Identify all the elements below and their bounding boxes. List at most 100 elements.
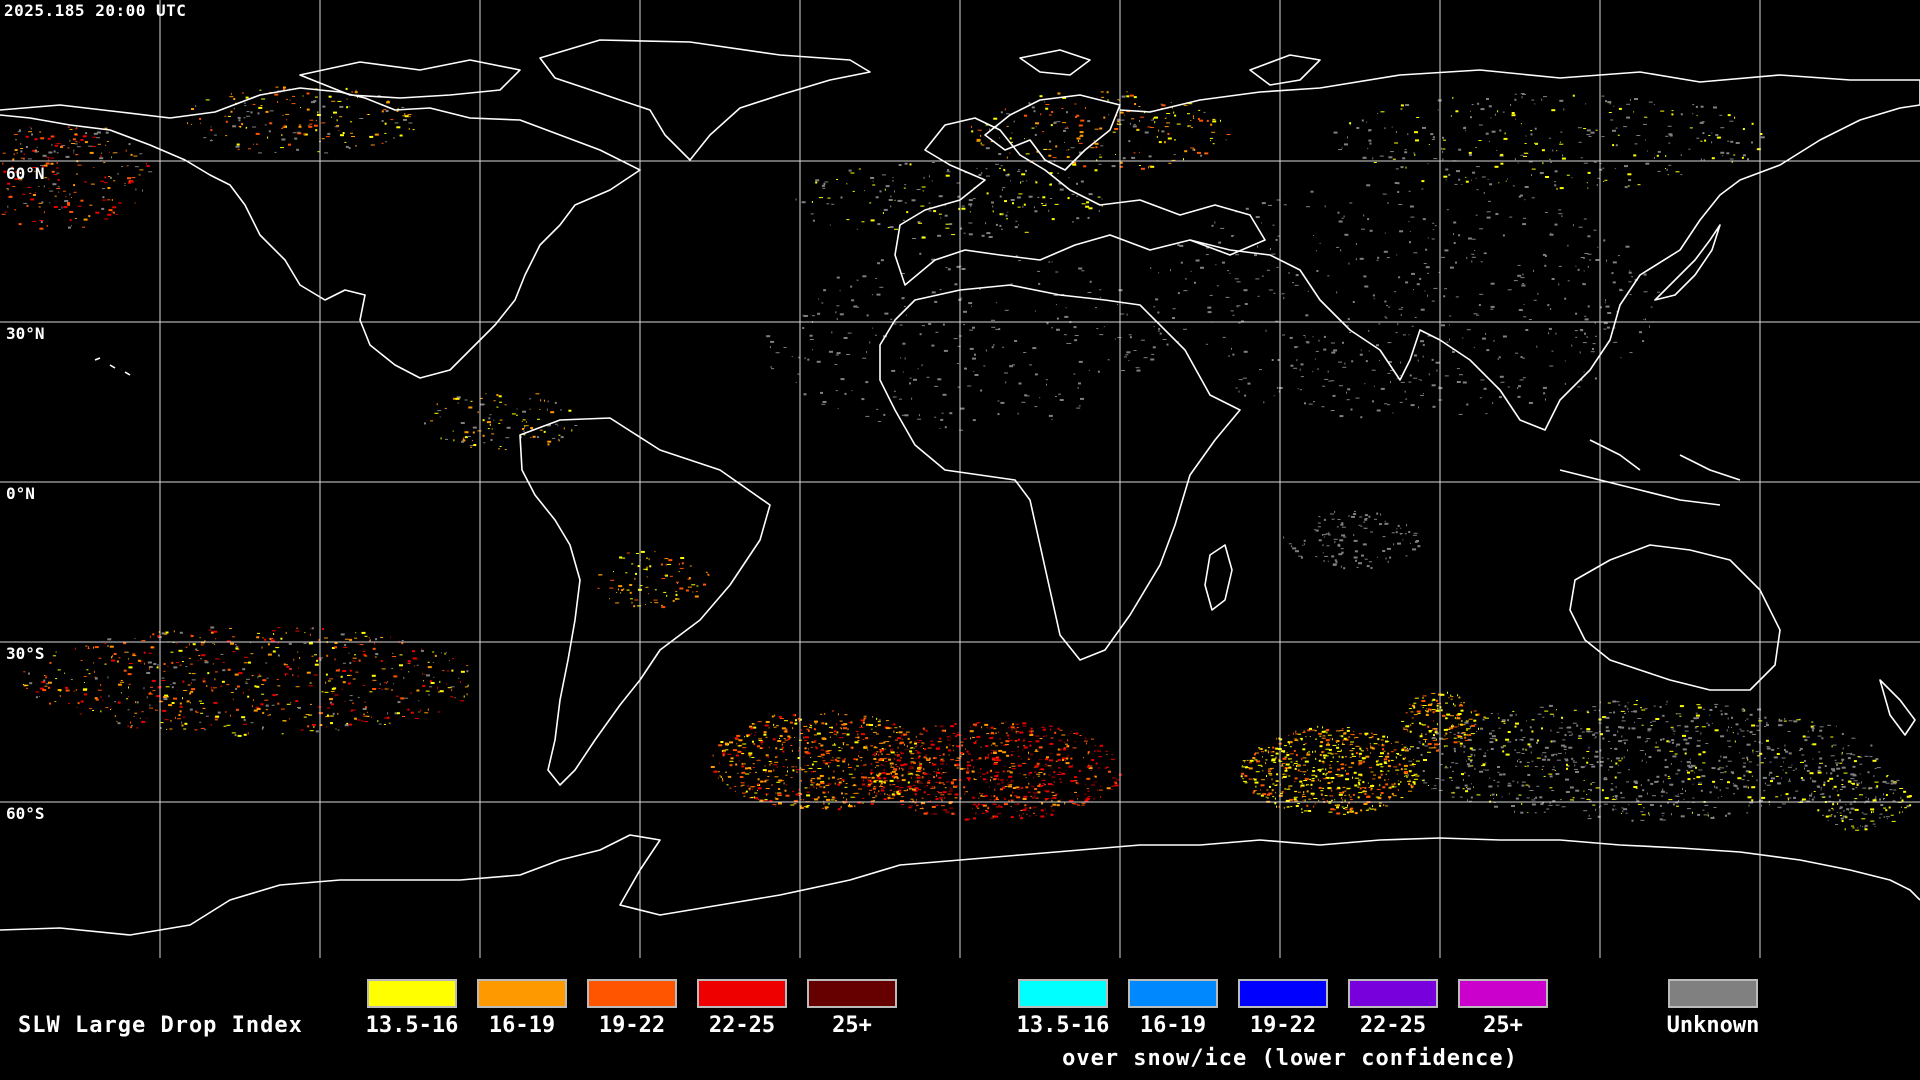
slw-pixel xyxy=(335,728,337,730)
slw-pixel xyxy=(252,103,256,105)
slw-pixel xyxy=(875,747,877,749)
slw-pixel xyxy=(1050,813,1054,816)
slw-pixel xyxy=(1274,803,1276,805)
slw-pixel xyxy=(1030,753,1033,756)
slw-pixel xyxy=(985,756,989,759)
slw-pixel xyxy=(1022,725,1027,728)
slw-pixel xyxy=(1059,748,1062,750)
slw-pixel xyxy=(1031,127,1035,129)
slw-pixel xyxy=(1185,278,1187,280)
slw-pixel xyxy=(128,666,133,669)
slw-pixel xyxy=(1272,751,1275,752)
slw-pixel xyxy=(12,158,15,161)
slw-pixel xyxy=(985,810,988,811)
slw-pixel xyxy=(846,798,848,801)
slw-pixel xyxy=(1388,796,1392,799)
slw-pixel xyxy=(1399,401,1403,403)
slw-pixel xyxy=(308,685,313,687)
slw-pixel xyxy=(1559,141,1561,143)
slw-pixel xyxy=(791,766,795,768)
slw-pixel xyxy=(1106,767,1109,768)
slw-pixel xyxy=(1830,755,1835,757)
slw-pixel xyxy=(1746,718,1749,720)
slw-pixel xyxy=(901,752,904,754)
slw-pixel xyxy=(837,713,839,716)
slw-pixel xyxy=(1244,303,1248,305)
slw-pixel xyxy=(1496,793,1498,796)
slw-pixel xyxy=(1271,359,1274,361)
slw-pixel xyxy=(813,785,815,788)
slw-pixel xyxy=(83,693,87,696)
slw-pixel xyxy=(1064,757,1069,760)
slw-pixel xyxy=(143,651,146,654)
slw-pixel xyxy=(1272,796,1275,798)
slw-pixel xyxy=(1377,113,1379,114)
slw-pixel xyxy=(1453,791,1454,793)
slw-pixel xyxy=(817,768,822,769)
slw-pixel xyxy=(1769,804,1771,806)
slw-pixel xyxy=(1076,407,1081,409)
slw-pixel xyxy=(346,98,348,100)
slw-pixel xyxy=(1420,394,1424,396)
slw-pixel xyxy=(808,723,811,725)
slw-pixel xyxy=(1726,729,1728,732)
slw-pixel xyxy=(96,137,100,139)
slw-pixel xyxy=(1349,744,1351,746)
slw-pixel xyxy=(1108,789,1113,790)
slw-pixel xyxy=(357,96,358,99)
slw-pixel xyxy=(227,115,231,117)
slw-pixel xyxy=(1333,349,1338,352)
slw-pixel xyxy=(911,794,913,796)
slw-pixel xyxy=(858,751,860,753)
slw-pixel xyxy=(334,646,337,649)
slw-pixel xyxy=(1443,175,1448,178)
slw-pixel xyxy=(1121,370,1126,371)
slw-pixel xyxy=(837,407,839,409)
slw-pixel xyxy=(1351,748,1355,750)
slw-pixel xyxy=(1204,153,1206,155)
slw-pixel xyxy=(1342,799,1343,801)
slw-pixel xyxy=(258,152,262,154)
slw-pixel xyxy=(230,110,233,113)
slw-pixel xyxy=(1564,360,1566,362)
slw-pixel xyxy=(1066,156,1070,158)
slw-pixel xyxy=(352,678,356,680)
slw-pixel xyxy=(973,802,977,804)
slw-pixel xyxy=(80,700,84,703)
slw-pixel xyxy=(325,136,330,138)
slw-pixel xyxy=(1427,272,1430,274)
slw-pixel xyxy=(760,740,764,743)
slw-pixel xyxy=(349,674,352,676)
slw-pixel xyxy=(803,806,806,808)
slw-pixel xyxy=(107,213,112,216)
slw-pixel xyxy=(1022,749,1024,752)
slw-pixel xyxy=(1659,818,1663,821)
slw-pixel xyxy=(117,173,120,175)
slw-pixel xyxy=(1623,742,1626,745)
slw-pixel xyxy=(1315,757,1317,760)
slw-pixel xyxy=(12,186,16,187)
slw-pixel xyxy=(1560,215,1563,217)
slw-pixel xyxy=(1327,752,1332,754)
slw-pixel xyxy=(308,714,313,716)
slw-pixel xyxy=(1190,270,1192,272)
slw-pixel xyxy=(1413,782,1416,785)
slw-pixel xyxy=(890,771,892,774)
slw-pixel xyxy=(108,209,113,212)
slw-pixel xyxy=(1164,118,1166,119)
slw-pixel xyxy=(355,632,357,634)
slw-pixel xyxy=(1413,252,1418,254)
slw-pixel xyxy=(1841,733,1844,735)
slw-pixel xyxy=(1471,253,1475,255)
slw-pixel xyxy=(1304,336,1306,338)
slw-pixel xyxy=(1377,797,1382,800)
slw-pixel xyxy=(1032,347,1037,350)
slw-pixel xyxy=(1370,785,1375,787)
slw-pixel xyxy=(772,803,777,805)
slw-pixel xyxy=(1173,111,1175,114)
slw-pixel xyxy=(795,766,797,768)
slw-pixel xyxy=(204,661,209,664)
slw-pixel xyxy=(925,754,928,757)
slw-pixel xyxy=(940,782,945,784)
slw-pixel xyxy=(1628,711,1629,713)
